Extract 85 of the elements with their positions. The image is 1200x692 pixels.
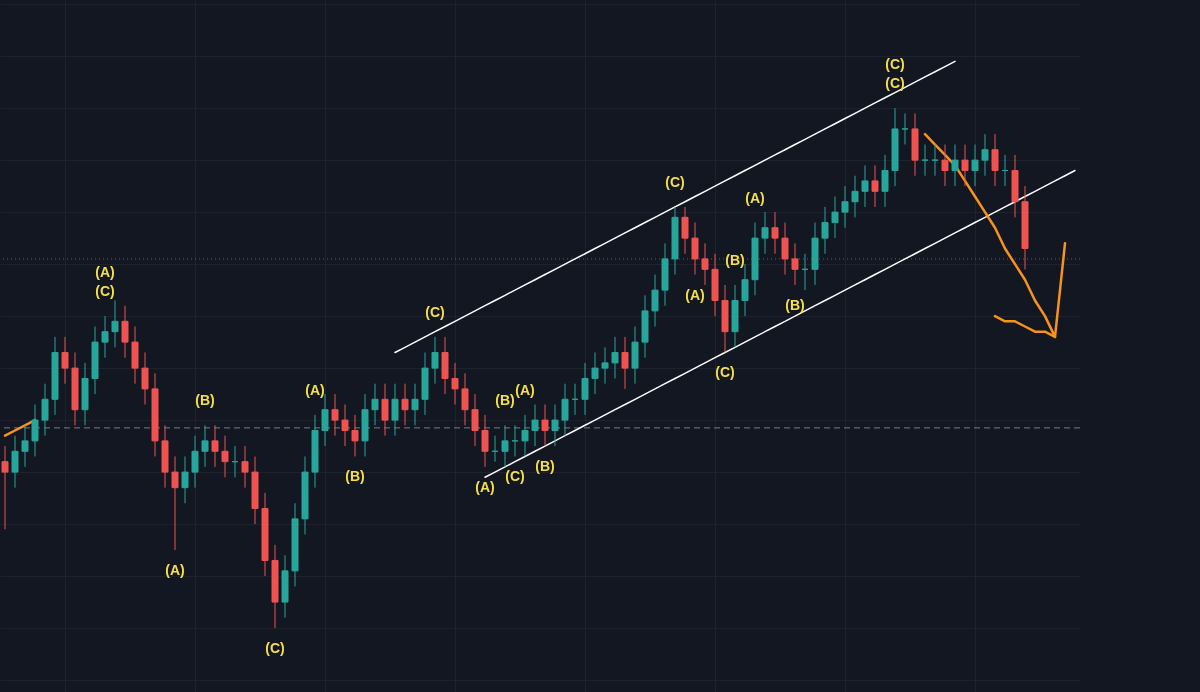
candlestick [611, 336, 619, 379]
candlestick [921, 144, 929, 177]
text: (B) [345, 468, 365, 485]
candlestick [931, 144, 939, 177]
text: (A) [745, 189, 765, 206]
candlestick [851, 175, 859, 218]
candlestick [381, 383, 389, 437]
candlestick [971, 144, 979, 187]
candlestick [691, 222, 699, 276]
candlestick [651, 274, 659, 327]
text: (C) [425, 303, 445, 320]
candlestick [181, 455, 189, 504]
candlestick [861, 164, 869, 208]
candlestick [791, 242, 799, 286]
candlestick [191, 435, 199, 489]
candlestick [521, 414, 529, 457]
text: (B) [725, 251, 745, 268]
candlestick [11, 435, 19, 489]
candlestick [501, 424, 509, 468]
candlestick [411, 383, 419, 426]
candlestick [581, 362, 589, 416]
candlestick [171, 455, 179, 551]
text: (B) [195, 392, 215, 409]
candlestick [771, 211, 779, 255]
candlestick [561, 383, 569, 437]
candlestick [961, 144, 969, 187]
candlestick [991, 133, 999, 187]
candlestick [21, 424, 29, 468]
candlestick [901, 112, 909, 146]
candlestick [701, 242, 709, 286]
candlestick [211, 424, 219, 468]
text: (C) [505, 468, 525, 485]
candlestick [341, 403, 349, 447]
candlestick [41, 383, 49, 437]
candlestick [121, 305, 129, 359]
candlestick [831, 196, 839, 239]
text: (A) [685, 286, 705, 303]
candlestick [871, 164, 879, 208]
text: (C) [665, 173, 685, 190]
candlestick [31, 403, 39, 457]
candlestick [1, 445, 9, 530]
candlestick [461, 372, 469, 426]
candlestick [481, 414, 489, 468]
candlestick [101, 315, 109, 359]
candlestick [351, 414, 359, 457]
candlestick [241, 445, 249, 489]
candlestick [881, 154, 889, 208]
candlestick [431, 336, 439, 385]
text: (C) (C) [885, 56, 905, 92]
candlestick [591, 352, 599, 395]
candlestick [451, 362, 459, 405]
text: (C) [715, 364, 735, 381]
candlestick [141, 352, 149, 405]
candlestick [781, 222, 789, 276]
text: (C) [265, 640, 285, 657]
candlestick [981, 133, 989, 177]
candlestick [681, 206, 689, 255]
candlestick [951, 144, 959, 187]
candlestick [531, 403, 539, 447]
candlestick [601, 346, 609, 385]
candlestick [621, 336, 629, 390]
candlestick [471, 393, 479, 447]
candlestick [941, 144, 949, 187]
text: (B) [785, 296, 805, 313]
candlestick [371, 383, 379, 426]
candlestick [541, 403, 549, 447]
candlestick [511, 424, 519, 457]
candlestick [401, 383, 409, 426]
candlestick [221, 435, 229, 478]
candlestick [201, 424, 209, 468]
candlestick [821, 206, 829, 255]
candlestick [391, 383, 399, 437]
text: (B) [495, 392, 515, 409]
candlestick [331, 393, 339, 437]
candlestick [551, 403, 559, 447]
text: (A) [515, 381, 535, 398]
text: (A) [305, 381, 325, 398]
text: (A) [475, 478, 495, 495]
candlestick [111, 300, 119, 348]
candlestick [761, 211, 769, 255]
candlestick [61, 336, 69, 385]
text: (A) (C) [95, 264, 115, 300]
text: (A) [165, 562, 185, 579]
text: (B) [535, 458, 555, 475]
candlestick [841, 185, 849, 229]
